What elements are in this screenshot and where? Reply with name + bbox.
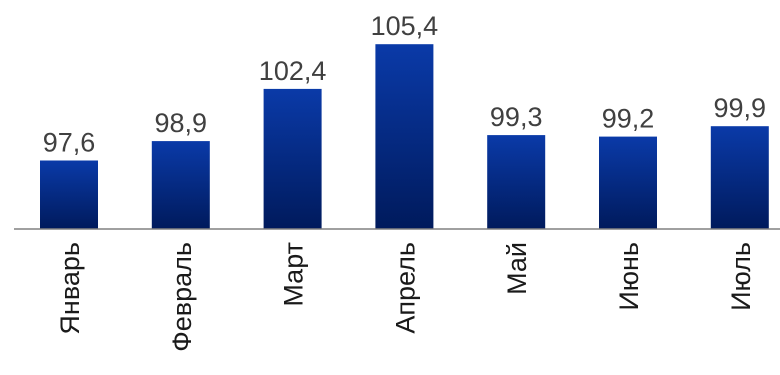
- data-label-1: 97,6: [43, 128, 96, 158]
- bar-7: [710, 126, 769, 229]
- data-labels-layer: 97,6 98,9 102,4 105,4 99,3 99,2 99,9: [43, 11, 766, 157]
- bar-5: [487, 135, 546, 229]
- bar-1: [40, 160, 98, 229]
- data-label-5: 99,3: [490, 102, 543, 132]
- x-tick-label-7: Июль: [726, 242, 756, 311]
- data-label-6: 99,2: [602, 104, 655, 134]
- x-tick-label-5: Май: [502, 242, 532, 295]
- x-tick-label-6: Июнь: [614, 242, 644, 311]
- bar-3: [263, 88, 322, 230]
- data-label-3: 102,4: [259, 56, 327, 86]
- x-tick-label-3: Март: [279, 242, 309, 307]
- x-tick-labels-layer: Январь Февраль Март Апрель Май Июнь Июль: [55, 242, 756, 352]
- x-tick-label-4: Апрель: [390, 242, 420, 334]
- bar-2: [151, 141, 210, 229]
- x-tick-label-1: Январь: [55, 242, 85, 335]
- x-tick-label-2: Февраль: [167, 242, 197, 352]
- data-label-4: 105,4: [371, 11, 439, 41]
- data-label-2: 98,9: [155, 108, 208, 138]
- bar-4: [375, 44, 434, 230]
- bars-layer: [40, 44, 769, 230]
- data-label-7: 99,9: [714, 93, 767, 123]
- bar-6: [599, 136, 657, 229]
